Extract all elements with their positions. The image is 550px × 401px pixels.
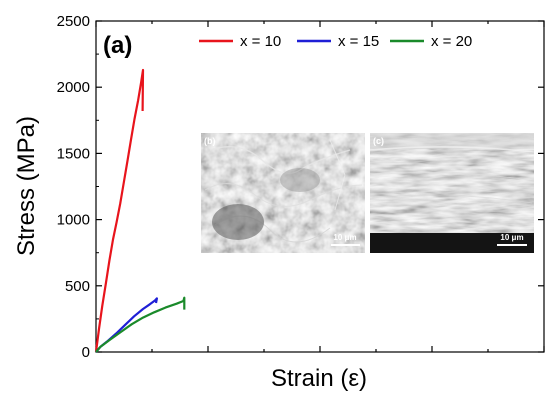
legend-label-1: x = 10 [240,33,281,50]
y-axis-ticks: 0 500 1000 1500 2000 2500 [57,13,544,361]
sem-inset-c: (c) 10 μm [370,133,534,253]
panel-label: (a) [103,32,132,59]
sem-texture-b [204,139,363,243]
y-axis-title: Stress (MPa) [13,116,40,256]
legend-label-3: x = 20 [431,33,472,50]
y-tick-label: 2000 [57,79,90,96]
sem-texture-c [370,133,534,253]
inset-c-label: (c) [373,136,384,146]
y-tick-label: 1500 [57,145,90,162]
series-group [94,68,186,353]
inset-b-scale-text: 10 μm [333,233,356,242]
series-line-1 [94,68,145,353]
inset-b-label: (b) [204,136,216,146]
inset-c-scale-text: 10 μm [500,233,523,242]
legend: x = 10 x = 15 x = 20 [199,33,472,50]
y-tick-label: 1000 [57,212,90,229]
y-tick-label: 0 [82,344,90,361]
legend-label-2: x = 15 [338,33,379,50]
x-axis-ticks [95,21,545,352]
y-tick-label: 2500 [57,13,90,30]
sem-inset-b: (b) 10 μm [201,133,365,253]
x-axis-title: Strain (ε) [271,365,367,392]
series-line-3 [95,296,186,353]
y-tick-label: 500 [65,278,90,295]
